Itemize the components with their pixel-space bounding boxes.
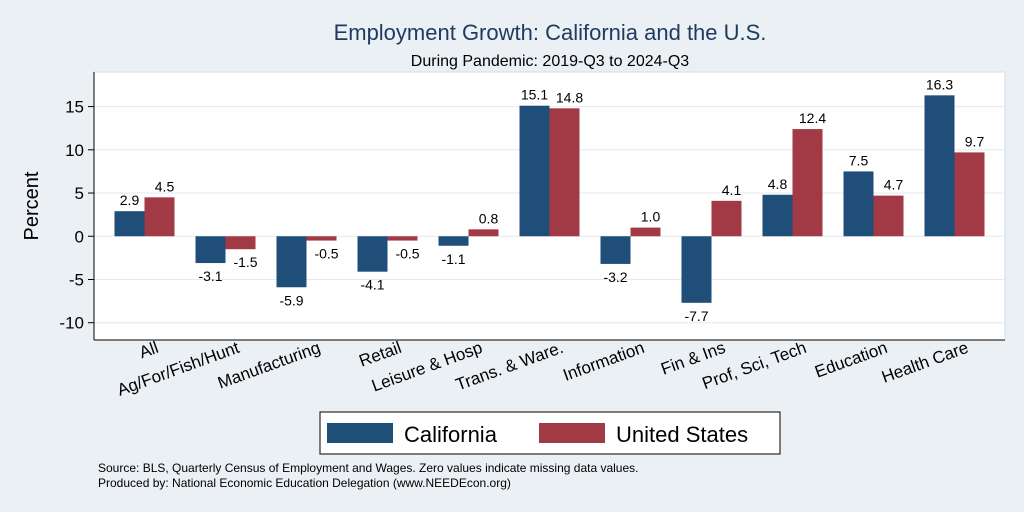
legend-label-california: California bbox=[404, 422, 498, 447]
data-labels-group: 2.9 4.5 -3.1 -1.5 -5.9 -0.5 -4.1 -0.5 -1.1 0.8 15.… bbox=[120, 76, 985, 323]
bar-california bbox=[519, 105, 550, 237]
y-tick-label: 15 bbox=[65, 98, 84, 117]
x-category-label: Retail bbox=[357, 338, 404, 371]
y-axis-label: Percent bbox=[21, 171, 43, 240]
bar-california bbox=[357, 236, 388, 272]
data-label-united-states: 4.7 bbox=[884, 177, 904, 193]
chart-subtitle: During Pandemic: 2019-Q3 to 2024-Q3 bbox=[411, 53, 689, 70]
bar-california bbox=[438, 236, 469, 246]
legend: California United States bbox=[319, 411, 781, 455]
bar-california bbox=[681, 236, 712, 303]
bar-california bbox=[114, 211, 145, 237]
bar-california bbox=[195, 236, 226, 264]
x-category-label: Education bbox=[812, 338, 890, 382]
data-label-united-states: 0.8 bbox=[479, 210, 499, 226]
y-tick-label: -10 bbox=[59, 314, 84, 333]
x-category-label: Information bbox=[560, 338, 646, 385]
data-label-california: 4.8 bbox=[768, 176, 788, 192]
chart-title: Employment Growth: California and the U.… bbox=[334, 20, 767, 45]
bar-california bbox=[924, 95, 955, 237]
data-label-united-states: 14.8 bbox=[556, 89, 583, 105]
data-label-united-states: 4.5 bbox=[155, 178, 175, 194]
bar-united-states bbox=[387, 236, 418, 241]
bar-united-states bbox=[711, 200, 742, 237]
data-label-united-states: 1.0 bbox=[641, 209, 661, 225]
data-label-united-states: 4.1 bbox=[722, 182, 742, 198]
bars-group bbox=[114, 95, 985, 303]
data-label-california: 2.9 bbox=[120, 192, 140, 208]
x-category-label: Health Care bbox=[879, 338, 971, 387]
data-label-california: 15.1 bbox=[521, 87, 548, 103]
bar-united-states bbox=[306, 236, 337, 241]
legend-swatch-california bbox=[327, 423, 393, 443]
data-label-united-states: -0.5 bbox=[395, 246, 419, 262]
bar-united-states bbox=[549, 108, 580, 237]
produced-by-note: Produced by: National Economic Education… bbox=[98, 476, 511, 490]
bar-united-states bbox=[225, 236, 256, 250]
data-label-united-states: -1.5 bbox=[233, 254, 257, 270]
data-label-california: -1.1 bbox=[441, 251, 465, 267]
data-label-united-states: 9.7 bbox=[965, 133, 985, 149]
data-label-united-states: -0.5 bbox=[314, 246, 338, 262]
bar-united-states bbox=[468, 229, 499, 237]
bar-united-states bbox=[873, 195, 904, 237]
bar-california bbox=[276, 236, 307, 288]
bar-united-states bbox=[630, 227, 661, 237]
y-axis-ticks: -10 -5 0 5 10 15 bbox=[59, 72, 1005, 341]
data-label-california: 16.3 bbox=[926, 76, 953, 92]
data-label-california: -7.7 bbox=[684, 308, 708, 324]
data-label-california: -4.1 bbox=[360, 277, 384, 293]
x-category-label: All bbox=[137, 338, 161, 362]
data-label-united-states: 12.4 bbox=[799, 110, 826, 126]
y-tick-label: 10 bbox=[65, 141, 84, 160]
bar-united-states bbox=[954, 152, 985, 237]
bar-california bbox=[762, 194, 793, 237]
bar-united-states bbox=[144, 197, 175, 237]
bar-california bbox=[600, 236, 631, 264]
bar-california bbox=[843, 171, 874, 237]
y-tick-label: -5 bbox=[69, 270, 84, 289]
source-note: Source: BLS, Quarterly Census of Employm… bbox=[98, 461, 638, 475]
legend-label-united-states: United States bbox=[616, 422, 748, 447]
y-tick-label: 5 bbox=[75, 184, 84, 203]
bar-united-states bbox=[792, 129, 823, 237]
data-label-california: -3.1 bbox=[198, 268, 222, 284]
data-label-california: 7.5 bbox=[849, 152, 869, 168]
legend-swatch-united-states bbox=[539, 423, 605, 443]
y-tick-label: 0 bbox=[75, 227, 84, 246]
data-label-california: -3.2 bbox=[603, 269, 627, 285]
data-label-california: -5.9 bbox=[279, 292, 303, 308]
